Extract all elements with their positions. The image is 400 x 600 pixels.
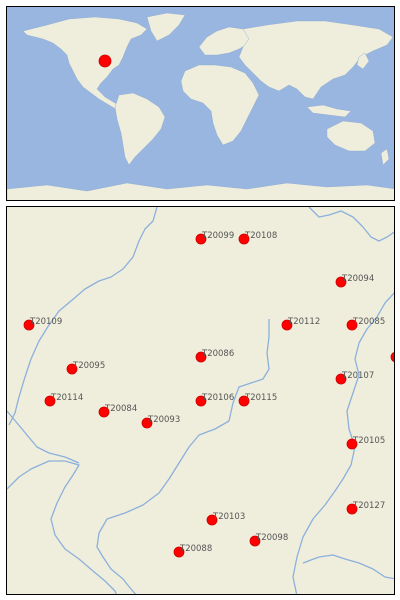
station-label: T20108 <box>244 231 277 241</box>
station-dot-icon <box>44 395 56 407</box>
station-dot-icon <box>238 395 250 407</box>
station-dot-icon <box>238 233 250 245</box>
station-marker: T20103 <box>206 512 245 526</box>
station-label: T20109 <box>29 317 62 327</box>
continents <box>7 12 394 200</box>
landmass-greenland <box>146 12 186 42</box>
river-southwest <box>7 460 117 594</box>
landmass-indonesia <box>306 104 352 118</box>
station-dot-icon <box>335 373 347 385</box>
station-dot-icon <box>195 351 207 363</box>
station-marker: T20109 <box>23 317 62 331</box>
station-label: T20086 <box>201 349 234 359</box>
station-dot-icon <box>195 395 207 407</box>
station-marker: T20093 <box>141 415 180 429</box>
station-label: T20095 <box>72 361 105 371</box>
station-label: T20103 <box>212 512 245 522</box>
station-label: T20127 <box>352 501 385 511</box>
detail-map-svg: T20099 T20108 T20094 T20109 T20112 T20085 T200… <box>7 207 394 594</box>
landmass-antarctica <box>7 182 394 200</box>
station-marker: T20099 <box>195 231 234 245</box>
station-marker: T20106 <box>195 393 234 407</box>
station-label: T20099 <box>201 231 234 241</box>
landmass-africa <box>180 64 260 146</box>
station-dot-icon <box>206 514 218 526</box>
station-label: T20088 <box>179 544 212 554</box>
station-dot-icon <box>249 535 261 547</box>
landmass-north-america <box>22 16 148 112</box>
station-dot-icon <box>23 319 35 331</box>
station-dot-icon <box>335 276 347 288</box>
station-marker: T20098 <box>249 533 288 547</box>
station-dot-icon <box>281 319 293 331</box>
station-marker: T20105 <box>346 436 385 450</box>
station-marker: T20108 <box>238 231 277 245</box>
station-dot-icon <box>98 406 110 418</box>
station-marker: T20127 <box>346 501 385 515</box>
station-label: T20107 <box>341 371 374 381</box>
station-marker: T20088 <box>173 544 212 558</box>
station-marker: T20114 <box>44 393 83 407</box>
station-dot-icon <box>390 351 394 363</box>
landmass-australia <box>326 120 376 152</box>
station-label: T20105 <box>352 436 385 446</box>
station-label: T20114 <box>50 393 83 403</box>
station-label: T20112 <box>287 317 320 327</box>
station-marker: T20085 <box>346 317 385 331</box>
world-overview-map <box>6 6 395 201</box>
station-label: T20098 <box>255 533 288 543</box>
landmass-asia <box>238 20 394 100</box>
station-label: T20084 <box>104 404 137 414</box>
river-southeast <box>302 554 394 580</box>
station-label: T20093 <box>147 415 180 425</box>
river-northeast <box>308 207 394 242</box>
station-marker: T20107 <box>335 371 374 385</box>
station-dot-icon <box>66 363 78 375</box>
station-dot-icon <box>173 546 185 558</box>
station-marker: T20095 <box>66 361 105 375</box>
station-marker: T20115 <box>238 393 277 407</box>
red-dot-icon <box>98 54 112 68</box>
station-label: T20085 <box>352 317 385 327</box>
station-marker: T20084 <box>98 404 137 418</box>
station-dot-icon <box>141 417 153 429</box>
stations-layer: T20099 T20108 T20094 T20109 T20112 T20085 T200… <box>23 231 394 558</box>
station-detail-map: T20099 T20108 T20094 T20109 T20112 T20085 T200… <box>6 206 395 595</box>
station-dot-icon <box>346 319 358 331</box>
station-marker: T20094 <box>335 274 374 288</box>
world-map-svg <box>7 7 394 200</box>
station-label: T20094 <box>341 274 374 284</box>
station-marker: T20112 <box>281 317 320 331</box>
river-west <box>8 207 158 426</box>
landmass-new-zealand <box>380 148 390 166</box>
landmass-south-america <box>114 92 166 166</box>
rivers <box>7 207 394 594</box>
river-central <box>96 319 270 594</box>
river-west-creek <box>7 410 80 464</box>
landmass-japan <box>356 52 370 70</box>
station-dot-icon <box>346 503 358 515</box>
station-dot-icon <box>195 233 207 245</box>
river-east <box>292 292 394 594</box>
station-marker: T20086 <box>195 349 234 363</box>
station-label: T20106 <box>201 393 234 403</box>
station-dot-icon <box>346 438 358 450</box>
station-label: T20115 <box>244 393 277 403</box>
